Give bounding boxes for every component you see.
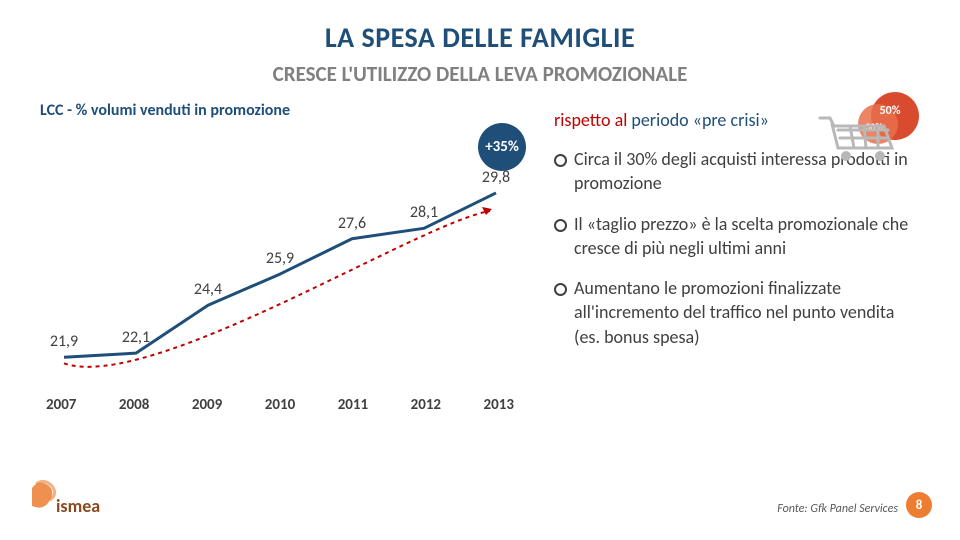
svg-text:50%: 50% [880,104,901,118]
value-label: 25,9 [266,249,294,268]
page-title: LA SPESA DELLE FAMIGLIE [40,20,920,55]
x-tick-label: 2009 [192,396,222,414]
x-tick-label: 2013 [484,396,514,414]
x-tick-label: 2007 [46,396,76,414]
x-tick-label: 2008 [119,396,149,414]
line-chart: 2007200820092010201120122013 21,922,124,… [40,124,520,404]
value-label: 21,9 [50,332,78,351]
content-row: LCC - % volumi venduti in promozione 200… [40,101,920,404]
pre-crisi-highlight: periodo «pre crisi» [631,109,768,131]
source-label: Fonte: Gfk Panel Services [777,502,898,516]
ismea-logo: ismea [26,478,116,522]
value-label: 27,6 [338,214,366,233]
bullet-item: Aumentano le promozioni finalizzate all'… [554,276,920,349]
chart-panel: LCC - % volumi venduti in promozione 200… [40,101,520,404]
value-label: 24,4 [194,280,222,299]
growth-badge: +35% [478,123,526,171]
bullet-item: Il «taglio prezzo» è la scelta promozion… [554,212,920,261]
pre-crisi-prefix: rispetto al [554,109,631,131]
page-subtitle: CRESCE L'UTILIZZO DELLA LEVA PROMOZIONAL… [40,61,920,87]
cart-promo-icon: 50% 30% [810,90,920,170]
trend-arrow-head [482,207,492,215]
x-tick-label: 2011 [338,396,368,414]
x-axis: 2007 2008 2009 2010 2011 2012 2013 [40,396,520,414]
value-label: 28,1 [410,203,438,222]
slide: LA SPESA DELLE FAMIGLIE CRESCE L'UTILIZZ… [0,0,960,540]
bullet-list: Circa il 30% degli acquisti interessa pr… [554,147,920,349]
value-label: 22,1 [122,328,150,347]
x-tick-label: 2012 [411,396,441,414]
chart-caption: LCC - % volumi venduti in promozione [40,101,520,120]
value-label: 29,8 [482,168,510,187]
logo-text: ismea [56,495,100,517]
page-number-badge: 8 [906,492,932,518]
x-tick-label: 2010 [265,396,295,414]
